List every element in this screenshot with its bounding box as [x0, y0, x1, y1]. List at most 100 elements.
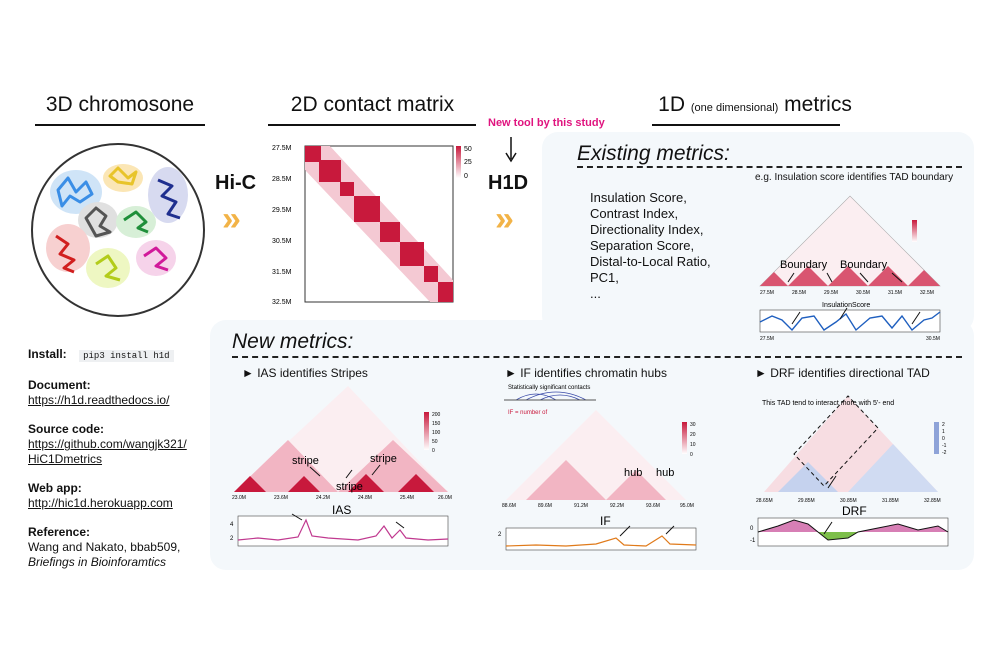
tick: 23.6M — [274, 495, 288, 501]
web-app-label: Web app: — [28, 481, 82, 495]
contact-matrix: 50 25 0 27.5M 28.5M 29.5M 30.5M 31.5M 32… — [272, 145, 472, 306]
dashed-divider — [232, 356, 962, 358]
metric-item: ... — [590, 286, 601, 301]
scale-label: 25 — [464, 159, 472, 166]
tick: 93.6M — [646, 503, 660, 509]
matrix-tick: 32.5M — [272, 299, 292, 306]
tick: 95.0M — [680, 503, 694, 509]
reference-text: Wang and Nakato, bbab509, — [28, 540, 181, 554]
source-code-link-cont[interactable]: HiC1Dmetrics — [28, 452, 103, 466]
header-underline — [35, 124, 205, 126]
metric-item: Distal-to-Local Ratio, — [590, 254, 711, 269]
tick: 91.2M — [574, 503, 588, 509]
drf-caption: ► DRF identifies directional TAD — [755, 366, 930, 380]
tick: 27.5M — [760, 336, 774, 342]
drf-note: This TAD tend to interact more with 5'- … — [762, 400, 894, 407]
matrix-tick: 27.5M — [272, 145, 292, 152]
stripe-label: stripe — [292, 455, 319, 467]
chevron-right-icon: » — [222, 200, 241, 238]
tick: 2 — [498, 532, 502, 538]
scale-label: 50 — [464, 146, 472, 153]
document-link[interactable]: https://h1d.readthedocs.io/ — [28, 393, 170, 407]
example-caption: e.g. Insulation score identifies TAD bou… — [755, 172, 954, 183]
scale-label: 150 — [432, 421, 441, 427]
hub-label: hub — [656, 467, 674, 479]
scale-label: 0 — [942, 436, 945, 442]
header-metrics: metrics — [784, 93, 852, 116]
scale-label: 200 — [432, 412, 441, 418]
scale-label: 10 — [690, 442, 696, 448]
matrix-tick: 31.5M — [272, 269, 292, 276]
if-caption: ► IF identifies chromatin hubs — [505, 366, 667, 380]
track-label: IAS — [332, 503, 351, 517]
ias-caption: ► IAS identifies Stripes — [242, 366, 368, 380]
header-1d-metrics: 1D (one dimensional) metrics — [640, 93, 870, 117]
tick: 30.5M — [856, 290, 870, 296]
boundary-label: Boundary — [780, 259, 828, 271]
tick: 92.2M — [610, 503, 624, 509]
source-code-label: Source code: — [28, 422, 105, 436]
tick: 25.4M — [400, 495, 414, 501]
chromosome-illustration — [31, 143, 205, 317]
header-1d: 1D — [658, 93, 686, 116]
hub-label: hub — [624, 467, 642, 479]
scale-label: 100 — [432, 430, 441, 436]
install-command: pip3 install h1d — [79, 350, 174, 362]
tick: 28.5M — [792, 290, 806, 296]
scale-label: 20 — [690, 432, 696, 438]
tick: 24.8M — [358, 495, 372, 501]
header-1d-paren: (one dimensional) — [690, 102, 779, 114]
dashed-divider — [577, 166, 962, 168]
metric-item: Contrast Index, — [590, 206, 679, 221]
document-label: Document: — [28, 378, 91, 392]
header-underline — [652, 124, 840, 126]
tick: 31.85M — [882, 498, 899, 504]
existing-metrics-title: Existing metrics: — [577, 142, 730, 165]
boundary-label: Boundary — [840, 259, 888, 271]
stripe-label: stripe — [370, 453, 397, 465]
metric-item: Separation Score, — [590, 238, 695, 253]
tick: 29.85M — [798, 498, 815, 504]
install-label: Install: — [28, 347, 67, 361]
metric-item: Directionality Index, — [590, 222, 704, 237]
tick: 28.65M — [756, 498, 773, 504]
tick: 23.0M — [232, 495, 246, 501]
tick: 31.5M — [888, 290, 902, 296]
tick: 30.85M — [840, 498, 857, 504]
new-tool-label: New tool by this study — [488, 117, 605, 129]
new-metrics-title: New metrics: — [232, 330, 354, 353]
metric-item: Insulation Score, — [590, 190, 687, 205]
tick: 0 — [750, 526, 754, 532]
tick: 89.6M — [538, 503, 552, 509]
scale-label: -2 — [942, 450, 947, 456]
scale-label: 0 — [690, 452, 693, 458]
tick: 29.5M — [824, 290, 838, 296]
metric-item: PC1, — [590, 270, 619, 285]
tick: 2 — [230, 536, 234, 542]
if-legend: IF = number of — [508, 410, 548, 416]
matrix-tick: 28.5M — [272, 176, 292, 183]
ias-panel: 200 150 100 50 0 stripe stripe stripe 23… — [230, 386, 452, 547]
h1d-label: H1D — [488, 172, 529, 194]
web-app-link[interactable]: http://hic1d.herokuapp.com — [28, 496, 173, 510]
scale-label: 0 — [464, 173, 468, 180]
tick: 4 — [230, 522, 234, 528]
scale-label: 0 — [432, 448, 435, 454]
tick: 88.6M — [502, 503, 516, 509]
header-2d-matrix: 2D contact matrix — [290, 93, 455, 116]
stripe-label: stripe — [336, 481, 363, 493]
track-label: DRF — [842, 504, 867, 518]
tick: 27.5M — [760, 290, 774, 296]
chevron-right-icon: » — [495, 200, 514, 238]
hic-label: Hi-C — [215, 172, 257, 194]
if-panel: Statistically significant contacts IF = … — [498, 385, 697, 551]
existing-metrics-list: Insulation Score, Contrast Index, Direct… — [590, 190, 711, 302]
tick: -1 — [750, 538, 756, 544]
scale-label: 30 — [690, 422, 696, 428]
tick: 32.5M — [920, 290, 934, 296]
header-underline — [268, 124, 476, 126]
track-label: InsulationScore — [822, 302, 870, 309]
drf-panel: This TAD tend to interact more with 5'- … — [750, 395, 949, 547]
source-code-link[interactable]: https://github.com/wangjk321/ — [28, 437, 187, 451]
tick: 26.0M — [438, 495, 452, 501]
